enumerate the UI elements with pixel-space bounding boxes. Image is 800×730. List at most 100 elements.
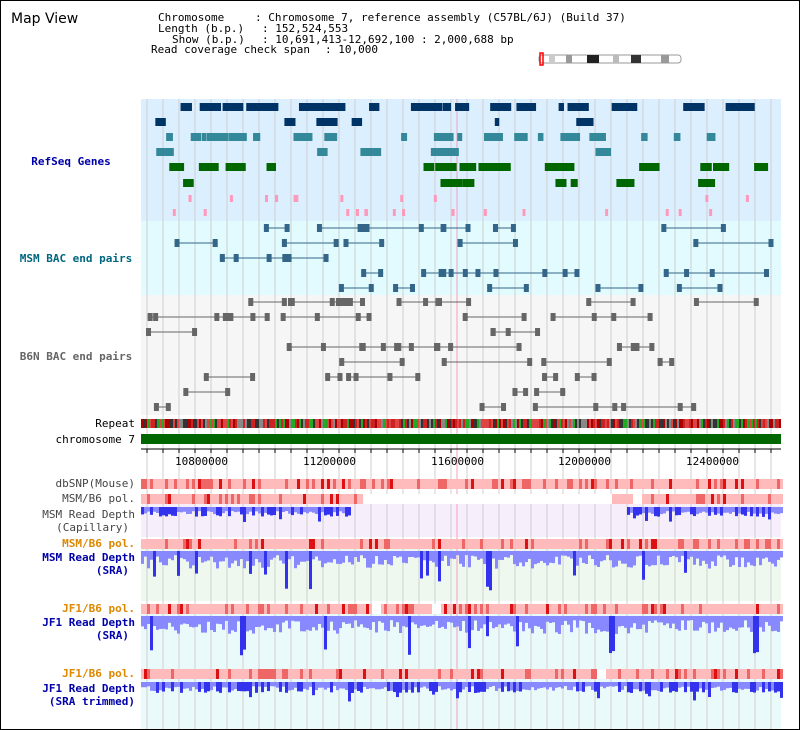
repeat-segment [531, 419, 533, 428]
jf1-b6-pol-strip-cell [501, 604, 504, 614]
jf1-b6-pol2-strip-cell [150, 669, 153, 679]
msm-b6-pol-strip-cell [378, 494, 381, 504]
jf1-b6-pol2-strip-cell [192, 669, 195, 679]
repeat-segment [151, 419, 153, 428]
msm-b6-pol-strip-cell [327, 494, 330, 504]
jf1-b6-pol2-strip-cell [276, 669, 279, 679]
dbsnp-strip-cell [531, 479, 534, 489]
msm-sra-depth-bar [561, 551, 564, 556]
dbsnp-strip-cell [408, 479, 411, 489]
msm-b6-pol2-strip-cell [552, 539, 555, 549]
jf1-b6-pol2-strip-cell [198, 669, 201, 679]
jf1-trim-depth-bar [762, 682, 765, 693]
msm-sra-depth-bar [387, 551, 390, 565]
jf1-b6-pol2-strip-cell [345, 669, 348, 679]
msm-b6-pol-strip-cell [405, 494, 408, 504]
jf1-b6-pol-strip-cell [633, 604, 636, 614]
msm-b6-pol-strip-cell [555, 494, 558, 504]
jf1-sra-depth-bar [612, 616, 615, 652]
jf1-b6-pol2-strip-cell [399, 669, 402, 679]
repeat-segment [385, 419, 387, 428]
jf1-b6-pol-strip-cell [705, 604, 708, 614]
jf1-b6-pol-strip-cell [405, 604, 408, 614]
repeat-segment [185, 419, 187, 428]
jf1-sra-depth-bar [534, 616, 537, 626]
msm-b6-pol2-strip-cell [144, 539, 147, 549]
repeat-segment [593, 419, 595, 428]
msm-sra-depth-bar [771, 551, 774, 564]
msm-b6-pol-strip-cell [501, 494, 504, 504]
msm-cap-depth-bar [147, 507, 150, 512]
dbsnp-strip-cell [711, 479, 714, 489]
repeat-segment [213, 419, 215, 428]
msm-b6-pol2-strip-cell [159, 539, 162, 549]
gene-glyph [256, 103, 279, 111]
gene-marker [172, 209, 176, 216]
repeat-segment [609, 419, 611, 428]
jf1-trim-depth-bar [636, 682, 639, 690]
jf1-trim-depth-bar [723, 682, 726, 690]
jf1-b6-pol-strip-cell [351, 604, 354, 614]
jf1-b6-pol2-strip-cell [369, 669, 372, 679]
dbsnp-strip-cell [426, 479, 429, 489]
msm-b6-pol-strip-cell [774, 494, 777, 504]
msm-b6-pol2-strip-cell [633, 539, 636, 549]
msm-cap-depth-bar [210, 507, 213, 512]
jf1-trim-depth-bar [630, 682, 633, 693]
msm-b6-pol-strip-cell [243, 494, 246, 504]
jf1-sra-depth-bar [396, 616, 399, 623]
msm-bac-pair-end [343, 239, 349, 247]
msm-cap-depth-bar [774, 507, 777, 514]
jf1-b6-pol-strip-cell [444, 604, 447, 614]
jf1-b6-pol2-strip-cell [258, 669, 261, 679]
jf1-b6-pol-strip-cell [225, 604, 228, 614]
repeat-segment [287, 419, 289, 428]
repeat-segment [309, 419, 311, 428]
msm-b6-pol2-strip-cell [249, 539, 252, 549]
jf1-b6-pol2-strip-cell [483, 669, 486, 679]
jf1-b6-pol-strip-cell [492, 604, 495, 614]
jf1-sra-depth-bar [576, 616, 579, 628]
msm-cap-depth-bar [144, 507, 147, 514]
jf1-b6-pol-strip-cell [702, 604, 705, 614]
gene-glyph [743, 103, 754, 111]
b6n-bac-pair-end [281, 298, 287, 306]
msm-cap-depth-bar [681, 507, 684, 513]
jf1-trim-depth-bar [588, 682, 591, 687]
msm-cap-depth-bar [159, 507, 162, 517]
msm-cap-depth-bar [636, 507, 639, 516]
repeat-segment [509, 419, 511, 428]
msm-bac-pair-end [266, 254, 272, 262]
jf1-b6-pol-strip-cell [327, 604, 330, 614]
msm-b6-pol2-strip-cell [711, 539, 714, 549]
jf1-b6-pol2-strip-cell [435, 669, 438, 679]
jf1-b6-pol-strip-cell [741, 604, 744, 614]
repeat-segment [491, 419, 493, 428]
jf1-trim-depth-bar [543, 682, 546, 688]
jf1-b6-pol2-strip-cell [321, 669, 324, 679]
dbsnp-strip-cell [396, 479, 399, 489]
repeat-segment [689, 419, 691, 428]
msm-b6-pol-strip-cell [249, 494, 252, 504]
dbsnp-strip-cell [270, 479, 273, 489]
msm-b6-pol-strip-cell [477, 494, 480, 504]
gene-glyph [183, 179, 194, 187]
jf1-b6-pol2-strip-cell [579, 669, 582, 679]
repeat-segment [451, 419, 453, 428]
jf1-b6-pol2-strip-cell [732, 669, 735, 679]
msm-b6-pol2-strip-cell [570, 539, 573, 549]
jf1-sra-depth-bar [768, 616, 771, 626]
repeat-segment [497, 419, 499, 428]
msm-b6-pol-strip-cell [738, 494, 741, 504]
dbsnp-strip-cell [702, 479, 705, 489]
jf1-sra-depth-bar [249, 616, 252, 631]
repeat-segment [305, 419, 307, 428]
dbsnp-strip-cell [615, 479, 618, 489]
refseq-track-bg [141, 99, 781, 221]
jf1-trim-depth-bar [180, 682, 183, 693]
jf1-trim-depth-bar [309, 682, 312, 687]
msm-sra-depth-bar [777, 551, 780, 560]
msm-b6-pol2-strip-cell [384, 539, 387, 549]
jf1-trim-depth-bar [666, 682, 669, 688]
msm-b6-pol2-strip-cell [435, 539, 438, 549]
